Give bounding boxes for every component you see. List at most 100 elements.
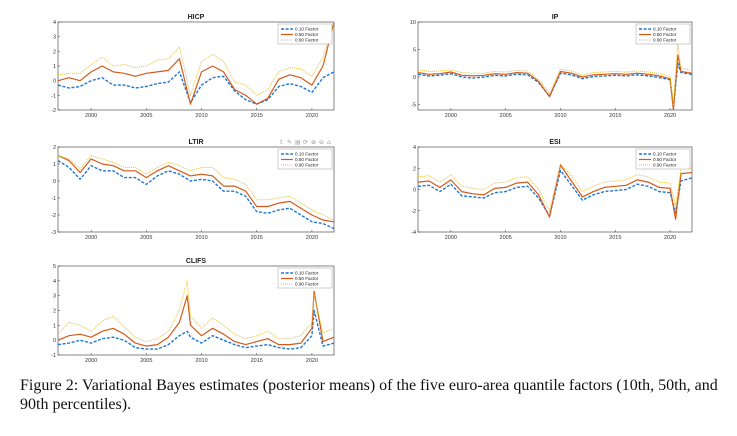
legend-label-q90: 0.90 Factor xyxy=(295,38,319,43)
legend-label-q90: 0.90 Factor xyxy=(653,163,677,168)
figure-caption: Figure 2: Variational Bayes estimates (p… xyxy=(20,376,720,414)
y-tick-label: 4 xyxy=(53,279,56,285)
x-tick-label: 2000 xyxy=(445,235,457,241)
x-tick-label: 2020 xyxy=(306,358,318,364)
x-tick-label: 2015 xyxy=(251,113,263,119)
series-line-q50 xyxy=(418,164,692,220)
legend-label-q10: 0.10 Factor xyxy=(295,152,319,157)
x-tick-label: 2010 xyxy=(554,235,566,241)
legend-label-q50: 0.50 Factor xyxy=(653,157,677,162)
y-tick-label: -5 xyxy=(411,103,416,109)
y-tick-label: 2 xyxy=(53,145,56,151)
legend-label-q90: 0.90 Factor xyxy=(653,38,677,43)
y-tick-label: 0 xyxy=(53,338,56,344)
y-tick-label: 3 xyxy=(53,294,56,300)
legend-label-q10: 0.10 Factor xyxy=(653,152,677,157)
legend-label-q10: 0.10 Factor xyxy=(295,27,319,32)
y-tick-label: -1 xyxy=(51,93,56,99)
y-tick-label: 1 xyxy=(53,323,56,329)
x-tick-label: 2000 xyxy=(445,113,457,119)
y-tick-label: 0 xyxy=(413,188,416,194)
x-tick-label: 2005 xyxy=(140,113,152,119)
legend-label-q10: 0.10 Factor xyxy=(295,271,319,276)
y-tick-label: -1 xyxy=(51,353,56,359)
series-line-q90 xyxy=(58,280,334,343)
series-line-q10 xyxy=(58,309,334,350)
series-line-q10 xyxy=(418,62,692,109)
series-line-q10 xyxy=(418,169,692,217)
datatips-icon[interactable]: ▤ xyxy=(295,139,301,146)
series-line-q10 xyxy=(58,160,334,230)
figure-caption-text: Variational Bayes estimates (posterior m… xyxy=(20,377,718,413)
y-tick-label: 5 xyxy=(413,48,416,54)
legend-label-q10: 0.10 Factor xyxy=(653,27,677,32)
x-tick-label: 2000 xyxy=(85,235,97,241)
legend-label-q50: 0.50 Factor xyxy=(295,276,319,281)
panel-clifs: CLIFS -1 0 1 2 3 4 5 2000 2005 2010 2015 2020 0.10 Fa… xyxy=(51,258,335,364)
x-tick-label: 2005 xyxy=(140,235,152,241)
y-tick-label: -3 xyxy=(51,230,56,236)
x-tick-label: 2015 xyxy=(609,235,621,241)
y-tick-label: -2 xyxy=(411,209,416,215)
panel-hicp: HICP -2 -1 0 1 2 3 4 2000 2005 2010 2015 2020 0.10 Fa… xyxy=(51,14,335,119)
y-tick-label: 1 xyxy=(53,64,56,70)
series-line-q50 xyxy=(58,290,334,347)
y-tick-label: 4 xyxy=(413,145,416,151)
x-tick-label: 2005 xyxy=(500,235,512,241)
panel-esi: ESI -4 -2 0 2 4 2000 2005 2010 2015 2020 0.10 Facto… xyxy=(411,139,693,241)
export-icon[interactable]: ⇪ xyxy=(279,139,284,146)
y-tick-label: 1 xyxy=(53,162,56,168)
panel-ltir: LTIR -3 -2 -1 0 1 2 2000 2005 2010 2015 2020 0.10 Fa… xyxy=(51,139,335,241)
y-tick-label: 0 xyxy=(413,75,416,81)
x-tick-label: 2000 xyxy=(85,113,97,119)
panel-title: HICP xyxy=(188,14,205,21)
y-tick-label: -1 xyxy=(51,196,56,202)
x-tick-label: 2015 xyxy=(251,235,263,241)
y-tick-label: 2 xyxy=(413,166,416,172)
x-tick-label: 2010 xyxy=(195,113,207,119)
series-line-q90 xyxy=(418,43,692,105)
panel-title: CLIFS xyxy=(186,258,207,265)
series-line-q50 xyxy=(418,54,692,110)
zoom-out-icon[interactable]: ⊖ xyxy=(319,139,324,146)
x-tick-label: 2000 xyxy=(85,358,97,364)
legend-label-q90: 0.90 Factor xyxy=(295,282,319,287)
x-tick-label: 2005 xyxy=(140,358,152,364)
series-line-q10 xyxy=(58,71,334,105)
x-tick-label: 2005 xyxy=(500,113,512,119)
panel-title: ESI xyxy=(549,139,560,146)
panel-title: IP xyxy=(552,14,559,21)
y-tick-label: -4 xyxy=(411,230,416,236)
rotate-icon[interactable]: ⟳ xyxy=(303,139,308,146)
x-tick-label: 2015 xyxy=(251,358,263,364)
y-tick-label: 0 xyxy=(53,79,56,85)
y-tick-label: -2 xyxy=(51,108,56,114)
legend-label-q90: 0.90 Factor xyxy=(295,163,319,168)
x-tick-label: 2020 xyxy=(306,113,318,119)
figure-caption-label: Figure 2: xyxy=(20,377,79,394)
home-icon[interactable]: ⌂ xyxy=(327,139,331,146)
series-line-q90 xyxy=(418,163,692,212)
y-tick-label: 4 xyxy=(53,20,56,26)
legend-label-q50: 0.50 Factor xyxy=(295,157,319,162)
y-tick-label: 2 xyxy=(53,309,56,315)
axes-toolbar: ⇪ ✎ ▤ ⟳ ⊕ ⊖ ⌂ xyxy=(279,139,331,146)
x-tick-label: 2020 xyxy=(664,113,676,119)
x-tick-label: 2020 xyxy=(306,235,318,241)
panel-title: LTIR xyxy=(188,139,203,146)
y-tick-label: -2 xyxy=(51,213,56,219)
x-tick-label: 2010 xyxy=(554,113,566,119)
brush-icon[interactable]: ✎ xyxy=(287,139,292,146)
legend-label-q50: 0.50 Factor xyxy=(295,32,319,37)
y-tick-label: 0 xyxy=(53,179,56,185)
x-tick-label: 2015 xyxy=(609,113,621,119)
x-tick-label: 2010 xyxy=(195,235,207,241)
zoom-in-icon[interactable]: ⊕ xyxy=(311,139,316,146)
